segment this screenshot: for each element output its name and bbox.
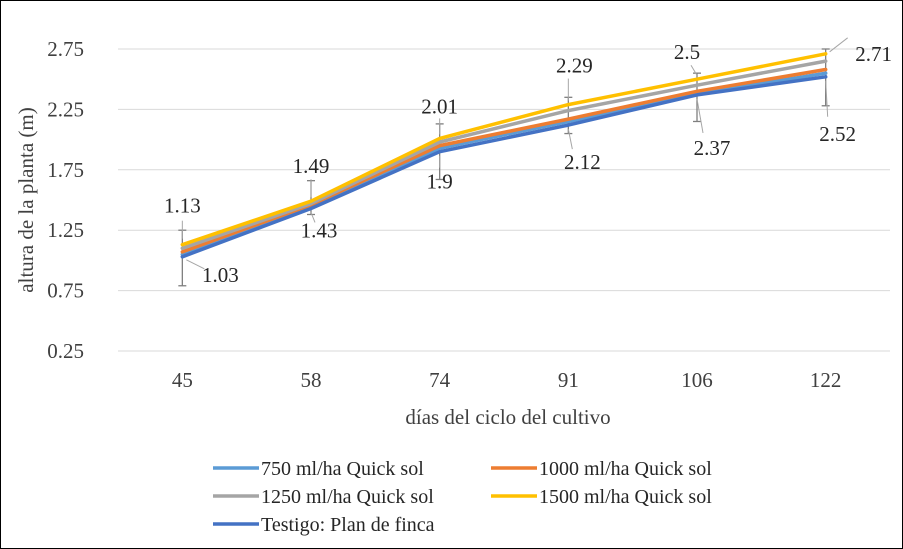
y-tick-labels: 0.25 0.75 1.25 1.75 2.25 2.75 — [47, 37, 84, 363]
data-label-top: 2.5 — [674, 40, 700, 64]
x-tick-label: 122 — [810, 368, 842, 392]
data-label-leader — [310, 212, 316, 223]
data-label-leader — [186, 259, 205, 270]
data-label-top: 2.29 — [556, 54, 593, 78]
x-axis-title: días del ciclo del cultivo — [405, 405, 610, 429]
legend-label: Testigo: Plan de finca — [261, 514, 435, 536]
legend-label: 1000 ml/ha Quick sol — [539, 458, 712, 480]
data-label-leader — [567, 129, 573, 150]
data-label-bottom: 2.37 — [694, 136, 731, 160]
y-tick-label: 0.25 — [47, 339, 84, 363]
series-line — [180, 59, 828, 251]
y-tick-label: 0.75 — [47, 279, 84, 303]
gridlines — [118, 48, 890, 352]
data-label-bottom: 1.43 — [301, 218, 338, 242]
x-tick-label: 58 — [301, 368, 322, 392]
series-lines — [180, 52, 828, 259]
y-tick-label: 2.25 — [47, 97, 84, 121]
data-label-leader — [825, 80, 829, 117]
data-label-bottom: 1.03 — [202, 263, 239, 287]
data-label-top: 1.13 — [164, 194, 201, 218]
legend-label: 750 ml/ha Quick sol — [261, 458, 424, 480]
x-tick-labels: 45 58 74 91 106 122 — [172, 368, 842, 392]
series-line — [180, 67, 828, 254]
series-line — [180, 52, 828, 247]
y-tick-label: 1.25 — [47, 218, 84, 242]
data-label-leader — [829, 37, 848, 53]
data-label-bottom: 2.12 — [564, 150, 601, 174]
y-tick-label: 1.75 — [47, 158, 84, 182]
x-tick-label: 106 — [681, 368, 713, 392]
data-label-bottom: 1.9 — [427, 170, 453, 194]
data-label-bottom: 2.52 — [819, 122, 856, 146]
data-label-top: 1.49 — [293, 154, 330, 178]
legend: 750 ml/ha Quick sol 1000 ml/ha Quick sol 1… — [213, 458, 712, 536]
data-labels: 1.13 1.49 2.01 2.29 2.5 2.71 1.03 1.43 1.9 2.12 2.… — [164, 37, 892, 287]
x-tick-label: 45 — [172, 368, 193, 392]
data-label-top: 2.71 — [855, 42, 892, 66]
data-label-leader — [696, 98, 704, 133]
data-label-leader — [690, 64, 698, 76]
legend-label: 1250 ml/ha Quick sol — [261, 486, 434, 508]
series-line — [180, 75, 828, 259]
y-tick-label: 2.75 — [47, 37, 84, 61]
y-axis-title: altura de la planta (m) — [14, 107, 38, 292]
data-label-top: 2.01 — [421, 94, 458, 118]
series-line — [180, 71, 828, 257]
x-tick-label: 74 — [429, 368, 451, 392]
legend-label: 1500 ml/ha Quick sol — [539, 486, 712, 508]
x-tick-label: 91 — [558, 368, 579, 392]
